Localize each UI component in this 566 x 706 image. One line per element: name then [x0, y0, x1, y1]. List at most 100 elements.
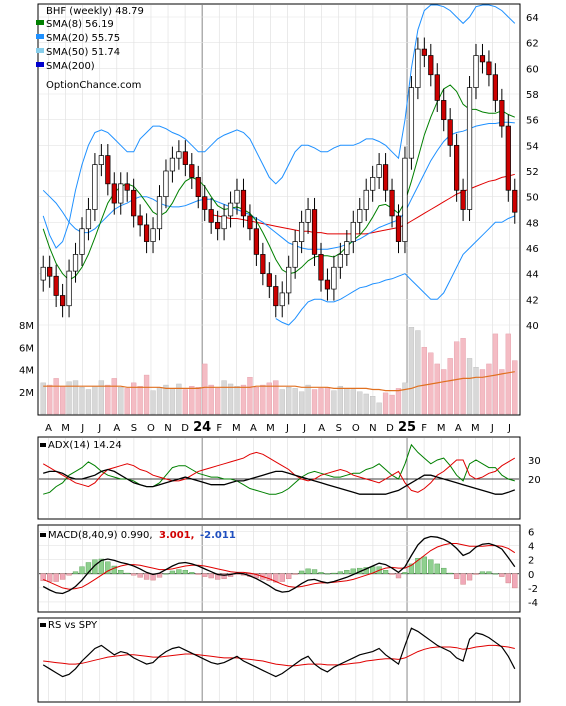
candle-body [195, 177, 201, 198]
candle-body [227, 202, 234, 217]
macd-histogram-bar [59, 573, 66, 580]
volume-bar [202, 363, 208, 415]
candle-body [182, 151, 188, 165]
candle-body [499, 100, 505, 127]
volume-bar [111, 378, 117, 415]
volume-bar [402, 382, 408, 415]
candle-body [92, 164, 98, 210]
rs-grid [48, 619, 510, 701]
macd-histogram-bar [150, 573, 156, 581]
adx-y-ticks: 30 20 [528, 456, 541, 486]
candle-body [137, 215, 143, 226]
volume-bar [421, 347, 427, 415]
macd-histogram-bar [473, 573, 479, 575]
candle-body [72, 254, 79, 272]
x-tick-label: S [131, 423, 137, 434]
volume-y-ticks: 8M 6M 4M 2M [19, 321, 34, 399]
volume-bar [441, 369, 447, 415]
volume-bar [415, 330, 421, 415]
candle-body [479, 55, 486, 63]
macd-histogram-bar [79, 566, 85, 574]
candle-body [434, 74, 440, 101]
x-tick-label: A [45, 423, 52, 434]
chart-title: BHF (weekly) 48.79 [46, 6, 144, 17]
volume-bar [324, 387, 331, 415]
candle-body [512, 189, 518, 213]
watermark: OptionChance.com [46, 80, 141, 91]
candle-body [156, 196, 163, 230]
candle-body [59, 295, 66, 307]
x-tick-label: A [113, 423, 120, 434]
candle-body [460, 189, 466, 210]
volume-bar [72, 380, 79, 415]
macd-histogram-bar [408, 563, 415, 574]
macd-histogram-bar [344, 570, 350, 574]
volume-bar [137, 385, 143, 415]
macd-histogram-bar [111, 565, 117, 574]
macd-histogram-bar [337, 571, 344, 574]
macd-y-ticks: 6 4 2 0 -2 -4 [528, 528, 538, 609]
candle-body [350, 221, 356, 242]
volume-bars [40, 327, 518, 415]
volume-bar [227, 383, 234, 415]
price-panel-frame [37, 3, 521, 416]
rs-title: RS vs SPY [48, 620, 98, 631]
candle-body [486, 61, 492, 76]
candle-body [370, 177, 376, 191]
volume-bar [479, 369, 486, 415]
x-tick-label: F [216, 423, 222, 434]
rs-line [42, 627, 516, 678]
x-tick-label: J [80, 423, 84, 434]
price-y-tick-label: 52 [526, 167, 539, 178]
price-y-tick-label: 58 [526, 90, 539, 101]
candle-body [105, 155, 111, 185]
volume-bar [40, 382, 46, 415]
x-tick-label: 25 [398, 420, 416, 435]
volume-bar [357, 391, 363, 415]
volume-bar [118, 387, 124, 415]
candle-body [311, 209, 318, 255]
candle-body [176, 151, 182, 159]
volume-bar [292, 388, 298, 415]
macd-y-tick-label: 2 [528, 556, 534, 567]
macd-histogram-bar [40, 573, 46, 582]
macd-histogram-bar [447, 572, 453, 574]
volume-bar [150, 390, 156, 415]
volume-bar [389, 394, 395, 415]
legend-swatch-sma8 [36, 20, 44, 25]
x-tick-label: M [437, 423, 446, 434]
macd-histogram-bar [124, 572, 130, 574]
volume-bar [156, 387, 163, 415]
volume-bar [47, 384, 53, 415]
price-y-tick-label: 48 [526, 218, 539, 229]
volume-bar [79, 387, 85, 415]
x-tick-label: N [369, 423, 376, 434]
price-y-tick-label: 56 [526, 116, 539, 127]
sma20-line [42, 121, 515, 250]
x-tick-label: O [147, 423, 155, 434]
macd-histogram-bar [492, 573, 499, 575]
x-tick-label: M [266, 423, 275, 434]
price-legend: BHF (weekly) 48.79 SMA(8) 56.19 SMA(20) … [36, 6, 144, 91]
volume-bar [331, 390, 337, 415]
bollinger-upper-line [42, 4, 516, 249]
macd-histogram-bar [176, 569, 182, 574]
candle-body [466, 87, 473, 210]
candle-body [150, 228, 156, 242]
macd-histogram-bar [208, 573, 214, 579]
macd-histogram-bar [382, 570, 389, 574]
macd-signal-value: 3.001, [159, 530, 194, 541]
volume-bar [169, 388, 176, 415]
candle-body [111, 183, 117, 204]
candle-body [402, 157, 408, 242]
volume-bar [505, 333, 511, 415]
price-y-ticks: 64 62 60 58 56 54 52 50 48 46 44 42 40 [526, 13, 539, 332]
volume-bar [473, 367, 479, 415]
volume-bar [370, 396, 376, 415]
candle-body [118, 183, 124, 204]
macd-histogram-bar [118, 570, 124, 574]
macd-histogram-bar [266, 573, 272, 582]
candle-body [357, 209, 363, 223]
legend-swatch-sma20 [36, 34, 44, 39]
macd-histogram-bar [298, 570, 305, 574]
